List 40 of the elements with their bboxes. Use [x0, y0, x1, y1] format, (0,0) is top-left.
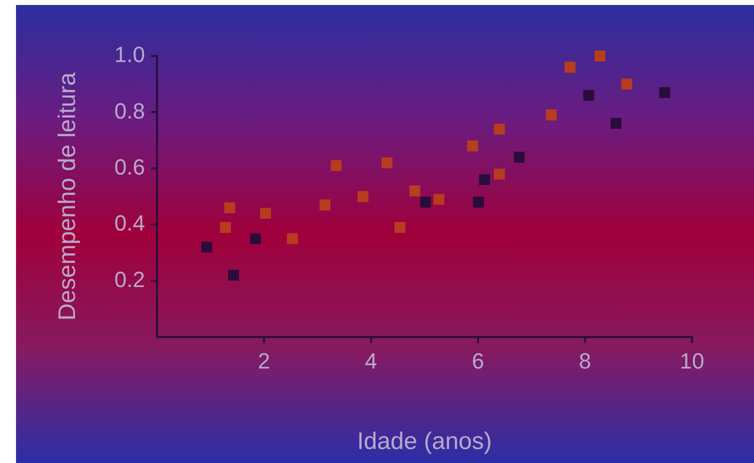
- y-tick-label: 0.4: [114, 210, 145, 236]
- point: [514, 152, 525, 163]
- point: [201, 242, 212, 253]
- point: [478, 174, 490, 186]
- x-tick-label: 4: [364, 348, 378, 374]
- point: [250, 233, 261, 244]
- point: [224, 202, 236, 214]
- point: [420, 196, 432, 208]
- point: [546, 110, 557, 120]
- point: [394, 222, 406, 233]
- point: [594, 50, 606, 62]
- point: [494, 124, 505, 135]
- x-axis-title: Idade (anos): [357, 428, 492, 456]
- point: [228, 270, 239, 281]
- point: [610, 118, 622, 129]
- point: [220, 222, 231, 233]
- point: [564, 62, 576, 73]
- point: [382, 157, 392, 168]
- x-tick-label: 2: [258, 348, 270, 374]
- y-tick-label: 0.2: [114, 266, 145, 292]
- point: [494, 168, 505, 180]
- y-axis-title: Desempenho de leitura: [54, 72, 82, 321]
- x-tick-label: 6: [472, 348, 484, 374]
- point: [358, 191, 368, 202]
- point: [260, 208, 272, 219]
- x-tick-label: 10: [680, 348, 704, 374]
- point: [583, 90, 594, 101]
- point: [659, 87, 670, 98]
- x-tick-label: 8: [578, 348, 592, 374]
- point: [330, 160, 342, 172]
- point: [467, 140, 478, 152]
- point: [320, 199, 330, 210]
- y-tick-label: 1.0: [114, 42, 145, 68]
- point: [286, 233, 298, 244]
- point: [473, 196, 484, 208]
- y-tick-label: 0.8: [114, 98, 145, 124]
- point: [621, 78, 632, 90]
- point: [433, 194, 444, 205]
- point: [409, 185, 420, 196]
- y-tick-label: 0.6: [114, 154, 145, 180]
